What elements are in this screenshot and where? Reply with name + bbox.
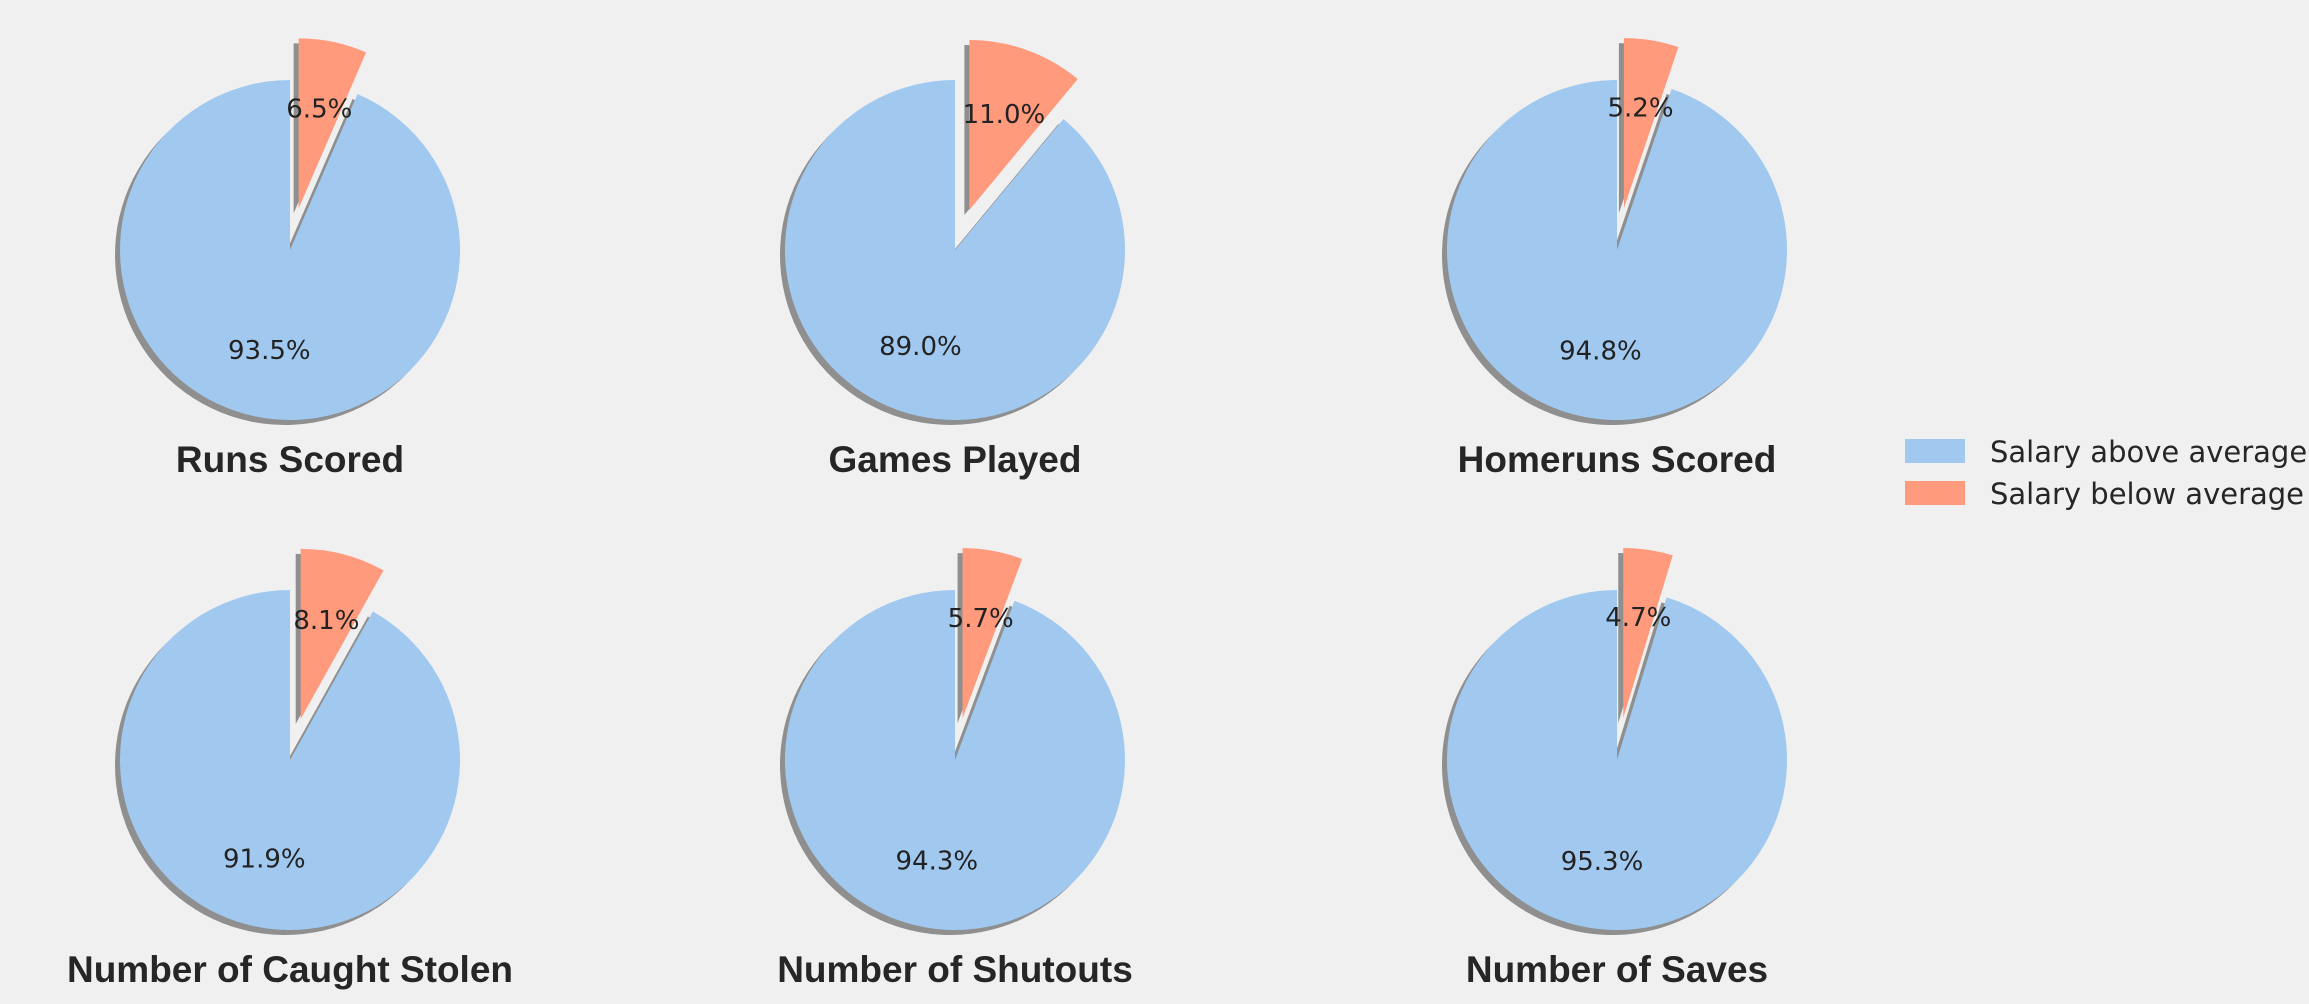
pie-runs-scored: 93.5% 6.5% Runs Scored <box>115 38 461 480</box>
slice-label-above: 91.9% <box>223 845 306 875</box>
pie-charts: 93.5% 6.5% Runs Scored 89.0% 11.0% Games Play… <box>67 38 1788 990</box>
slice-salary-below-average <box>300 548 384 719</box>
slice-label-below: 11.0% <box>963 100 1046 130</box>
legend-label-above: Salary above average <box>1990 435 2307 469</box>
chart-title: Homeruns Scored <box>1458 439 1777 480</box>
slice-label-below: 5.7% <box>948 604 1014 634</box>
chart-title: Number of Caught Stolen <box>67 949 513 990</box>
slice-label-above: 95.3% <box>1561 847 1644 877</box>
pie-number-of-saves: 95.3% 4.7% Number of Saves <box>1442 547 1788 990</box>
slice-salary-above-average <box>784 590 1125 930</box>
pie-number-of-caught-stolen: 91.9% 8.1% Number of Caught Stolen <box>67 548 513 990</box>
chart-title: Number of Shutouts <box>777 949 1133 990</box>
slice-salary-below-average <box>962 548 1023 719</box>
slice-salary-above-average <box>1447 80 1788 420</box>
legend-swatch-above <box>1905 439 1965 463</box>
slice-label-above: 93.5% <box>228 336 311 366</box>
legend-swatch-below <box>1905 481 1965 505</box>
slice-label-below: 4.7% <box>1605 603 1671 633</box>
slice-salary-above-average <box>119 590 460 930</box>
slice-salary-below-average <box>1623 38 1679 209</box>
chart-title: Number of Saves <box>1466 949 1768 990</box>
chart-title: Runs Scored <box>176 439 404 480</box>
slice-salary-above-average <box>785 80 1126 420</box>
slice-salary-below-average <box>1623 547 1673 718</box>
slice-salary-below-average <box>969 40 1078 211</box>
slice-label-above: 94.3% <box>895 846 978 876</box>
slice-salary-above-average <box>1447 590 1788 930</box>
pie-homeruns-scored: 94.8% 5.2% Homeruns Scored <box>1442 38 1788 480</box>
slice-label-below: 6.5% <box>286 95 352 125</box>
slice-label-below: 5.2% <box>1607 93 1673 123</box>
slice-label-below: 8.1% <box>293 606 359 636</box>
slice-label-above: 89.0% <box>879 332 962 362</box>
legend-label-below: Salary below average <box>1990 477 2304 511</box>
pie-games-played: 89.0% 11.0% Games Played <box>780 40 1126 480</box>
slice-salary-above-average <box>120 80 461 420</box>
slice-salary-below-average <box>298 38 367 209</box>
chart-title: Games Played <box>829 439 1082 480</box>
slice-label-above: 94.8% <box>1559 337 1642 367</box>
legend: Salary above average Salary below averag… <box>1905 435 2307 511</box>
pie-number-of-shutouts: 94.3% 5.7% Number of Shutouts <box>777 548 1133 990</box>
